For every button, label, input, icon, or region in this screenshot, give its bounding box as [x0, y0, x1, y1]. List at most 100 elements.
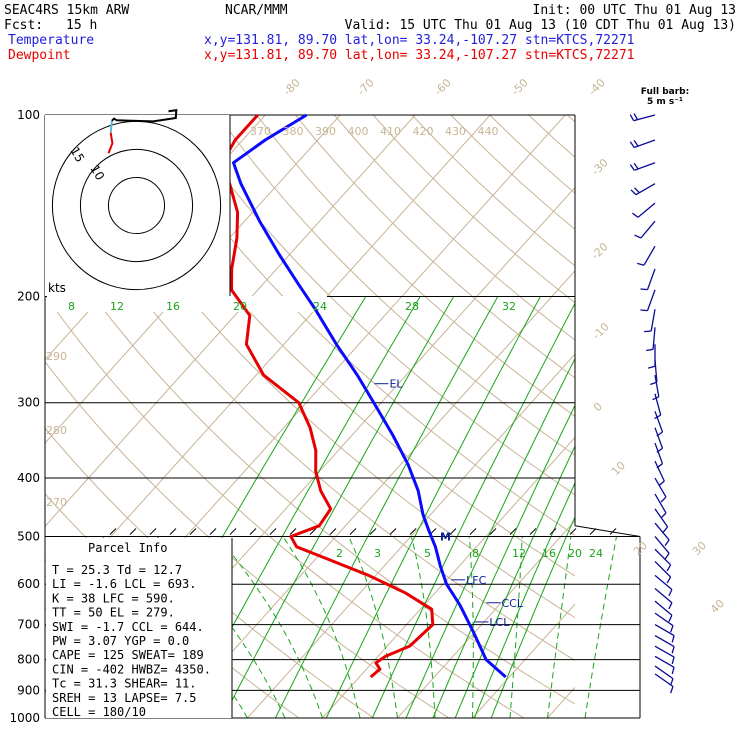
parcel-row: LI = -1.6 LCL = 693. — [52, 577, 197, 591]
isotherm — [472, 603, 575, 718]
wind-barb-staff — [654, 477, 667, 498]
moist-adiabat — [410, 537, 436, 718]
parcel-box-background — [46, 538, 232, 718]
mixing-ratio-label: 3 — [374, 547, 381, 560]
wind-barb-staff — [654, 665, 674, 680]
wind-barb-flag — [668, 589, 673, 597]
theta-label: 430 — [445, 125, 466, 138]
dry-adiabat — [45, 360, 450, 718]
hodograph-panel — [45, 115, 230, 296]
isotherm-label: -50 — [509, 76, 531, 98]
wind-barb-staff — [654, 375, 660, 397]
parcel-info-title: Parcel Info — [88, 541, 167, 555]
hatch-mark — [389, 528, 397, 535]
hodograph-trace-mid — [109, 120, 113, 133]
level-label-el: EL — [389, 378, 403, 391]
wind-barb-flag — [669, 678, 674, 686]
isotherm-label: -20 — [589, 240, 611, 262]
isotherm — [547, 686, 575, 718]
isotherm-label: -40 — [586, 76, 608, 98]
isotherm-label: 30 — [690, 539, 709, 558]
mixing-ratio-line — [490, 515, 575, 718]
wind-barb-flag — [629, 164, 635, 171]
hatch-mark — [309, 528, 317, 535]
hodograph-trace-upper — [111, 109, 178, 123]
pressure-tick-800: 800 — [17, 653, 40, 667]
pressure-tick-400: 400 — [17, 471, 40, 485]
hatch-mark — [169, 528, 177, 535]
dry-adiabat — [333, 115, 575, 341]
parcel-row: CELL = 180/10 — [52, 705, 146, 719]
isotherm — [247, 353, 575, 718]
parcel-row: TT = 50 EL = 279. — [52, 606, 175, 620]
hatch-mark — [609, 528, 617, 535]
dry-adiabat — [567, 115, 575, 123]
wind-barb-flag — [629, 114, 635, 122]
wind-barb-staff — [654, 411, 664, 433]
wind-barb-flag — [669, 625, 674, 633]
wind-barb-flag — [660, 512, 667, 519]
wind-barb-flag — [671, 667, 675, 675]
dry-adiabat — [45, 225, 575, 705]
hatch-mark — [109, 528, 117, 535]
wind-barb-flag — [668, 615, 673, 622]
wind-barb-flag — [632, 212, 639, 218]
wind-barb-staff — [654, 624, 675, 637]
wind-barb-flag — [662, 526, 669, 533]
wind-barb-staff — [654, 600, 673, 616]
wind-barb-staff — [646, 289, 656, 311]
wind-barb-staff — [654, 360, 658, 383]
mixing-ratio-label: 28 — [405, 300, 419, 313]
wind-barb-staff — [654, 548, 672, 566]
mixing-ratio-label: 32 — [502, 300, 516, 313]
moist-adiabat — [509, 537, 523, 718]
wind-barb-flag — [666, 564, 672, 572]
wind-barb-flag — [671, 635, 675, 643]
parcel-row: SWI = -1.7 CCL = 644. — [52, 620, 204, 634]
isotherm — [322, 436, 575, 718]
wind-barb-staff — [654, 673, 674, 688]
wind-barb-staff — [654, 655, 675, 668]
mixing-ratio-label: 8 — [68, 300, 75, 313]
model-title: SEAC4RS 15km ARW — [4, 3, 129, 18]
wind-barb-staff — [654, 612, 674, 627]
dewpoint-legend: Dewpoint — [8, 48, 71, 63]
wind-barb-flag — [666, 576, 672, 584]
hatch-mark — [409, 528, 417, 535]
hatch-mark — [269, 528, 277, 535]
isotherm — [172, 270, 575, 718]
wind-barb-staff — [654, 574, 673, 590]
wind-barb-flag — [633, 113, 639, 121]
barb-legend: Full barb: 5 m s⁻¹ — [641, 87, 689, 107]
wind-barb-flag — [633, 140, 639, 147]
header: SEAC4RS 15km ARW NCAR/MMM Init: 00 UTC T… — [4, 3, 736, 63]
mixing-ratio-label: 20 — [568, 547, 582, 560]
dry-adiabat — [528, 115, 575, 158]
wind-barb-flag — [646, 348, 654, 352]
background-grid — [44, 114, 740, 719]
isotherm-label: 10 — [609, 459, 628, 478]
hodograph-unit: kts — [48, 281, 66, 295]
hatch-mark — [329, 528, 337, 535]
wind-barb-staff — [654, 522, 670, 541]
moist-adiabat — [584, 537, 617, 718]
wind-barb-flag — [634, 234, 642, 239]
isotherm-label: -60 — [432, 76, 454, 98]
temperature-legend: Temperature — [8, 33, 94, 48]
mixing-ratio-label: 16 — [542, 547, 556, 560]
hodograph-trace-low — [107, 132, 114, 154]
freezing-level-marker: M — [440, 530, 451, 543]
isotherm-label: -70 — [355, 76, 377, 98]
wind-barb-flag — [668, 602, 673, 610]
dry-adiabat — [606, 115, 740, 718]
pressure-axis: -80 -70 -60 -50 -40 -30 -20 -10 0 10 20 30 40 370 380 3… — [9, 76, 727, 725]
theta-label: 400 — [348, 125, 369, 138]
frame-diagonal — [574, 525, 641, 537]
barb-legend-title: Full barb: — [641, 87, 689, 97]
grid-clip — [45, 115, 740, 718]
dry-adiabat — [100, 115, 575, 577]
isotherm-label: -80 — [281, 76, 303, 98]
hatch-mark — [229, 528, 237, 535]
mixing-ratio-label: 20 — [233, 300, 247, 313]
